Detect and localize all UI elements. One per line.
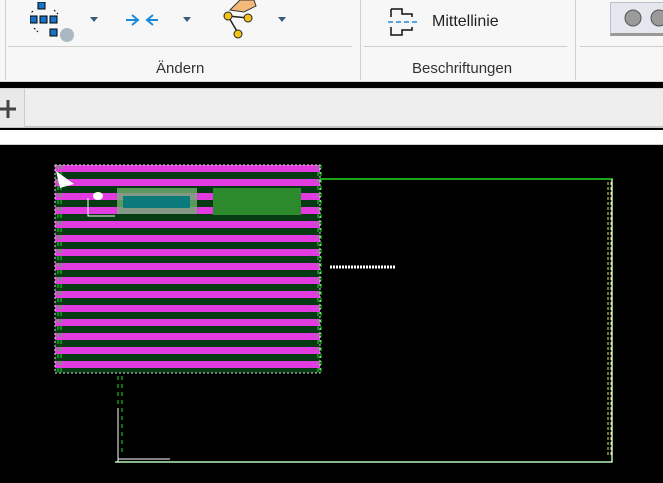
layer-icon xyxy=(624,9,663,27)
guide-lines-lower xyxy=(117,376,123,456)
drawing-geometry xyxy=(54,164,613,463)
divider xyxy=(5,0,6,80)
yellow-edge xyxy=(607,182,612,456)
green-outline xyxy=(115,178,613,463)
centerline-icon xyxy=(388,8,418,36)
label-box-left-inner xyxy=(123,196,190,208)
hatch-boundary xyxy=(54,164,321,374)
group-label-beschriftungen: Beschriftungen xyxy=(412,60,513,77)
edit-polyline-icon xyxy=(223,0,257,39)
white-outline xyxy=(115,179,613,463)
dimension-line xyxy=(117,408,170,462)
label-box-right xyxy=(213,188,301,215)
divider xyxy=(580,46,663,47)
centerline-button[interactable]: Mittellinie xyxy=(388,8,499,36)
array-dropdown-arrow[interactable] xyxy=(90,17,98,22)
align-button[interactable] xyxy=(126,13,166,32)
layer-button[interactable] xyxy=(610,2,663,36)
canvas-header-strip xyxy=(0,130,663,145)
divider xyxy=(8,46,352,47)
arrowhead xyxy=(56,171,74,188)
centerline-label: Mittellinie xyxy=(432,13,499,30)
ribbon: Ändern Mittellinie Beschriftungen xyxy=(0,0,663,82)
array-icon xyxy=(29,1,74,42)
new-tab-button[interactable] xyxy=(0,89,25,127)
leader-line xyxy=(87,198,115,217)
align-icon xyxy=(126,14,158,26)
align-dropdown-arrow[interactable] xyxy=(183,17,191,22)
file-tab-bar xyxy=(0,88,663,128)
group-label-aendern: Ändern xyxy=(156,60,205,77)
plus-icon xyxy=(0,100,16,118)
edit-polyline-button[interactable] xyxy=(220,0,260,47)
leader-marker xyxy=(93,192,103,200)
divider xyxy=(364,46,567,47)
divider xyxy=(575,0,576,80)
divider xyxy=(360,0,361,80)
array-button[interactable] xyxy=(29,1,80,49)
edit-polyline-dropdown-arrow[interactable] xyxy=(278,17,286,22)
